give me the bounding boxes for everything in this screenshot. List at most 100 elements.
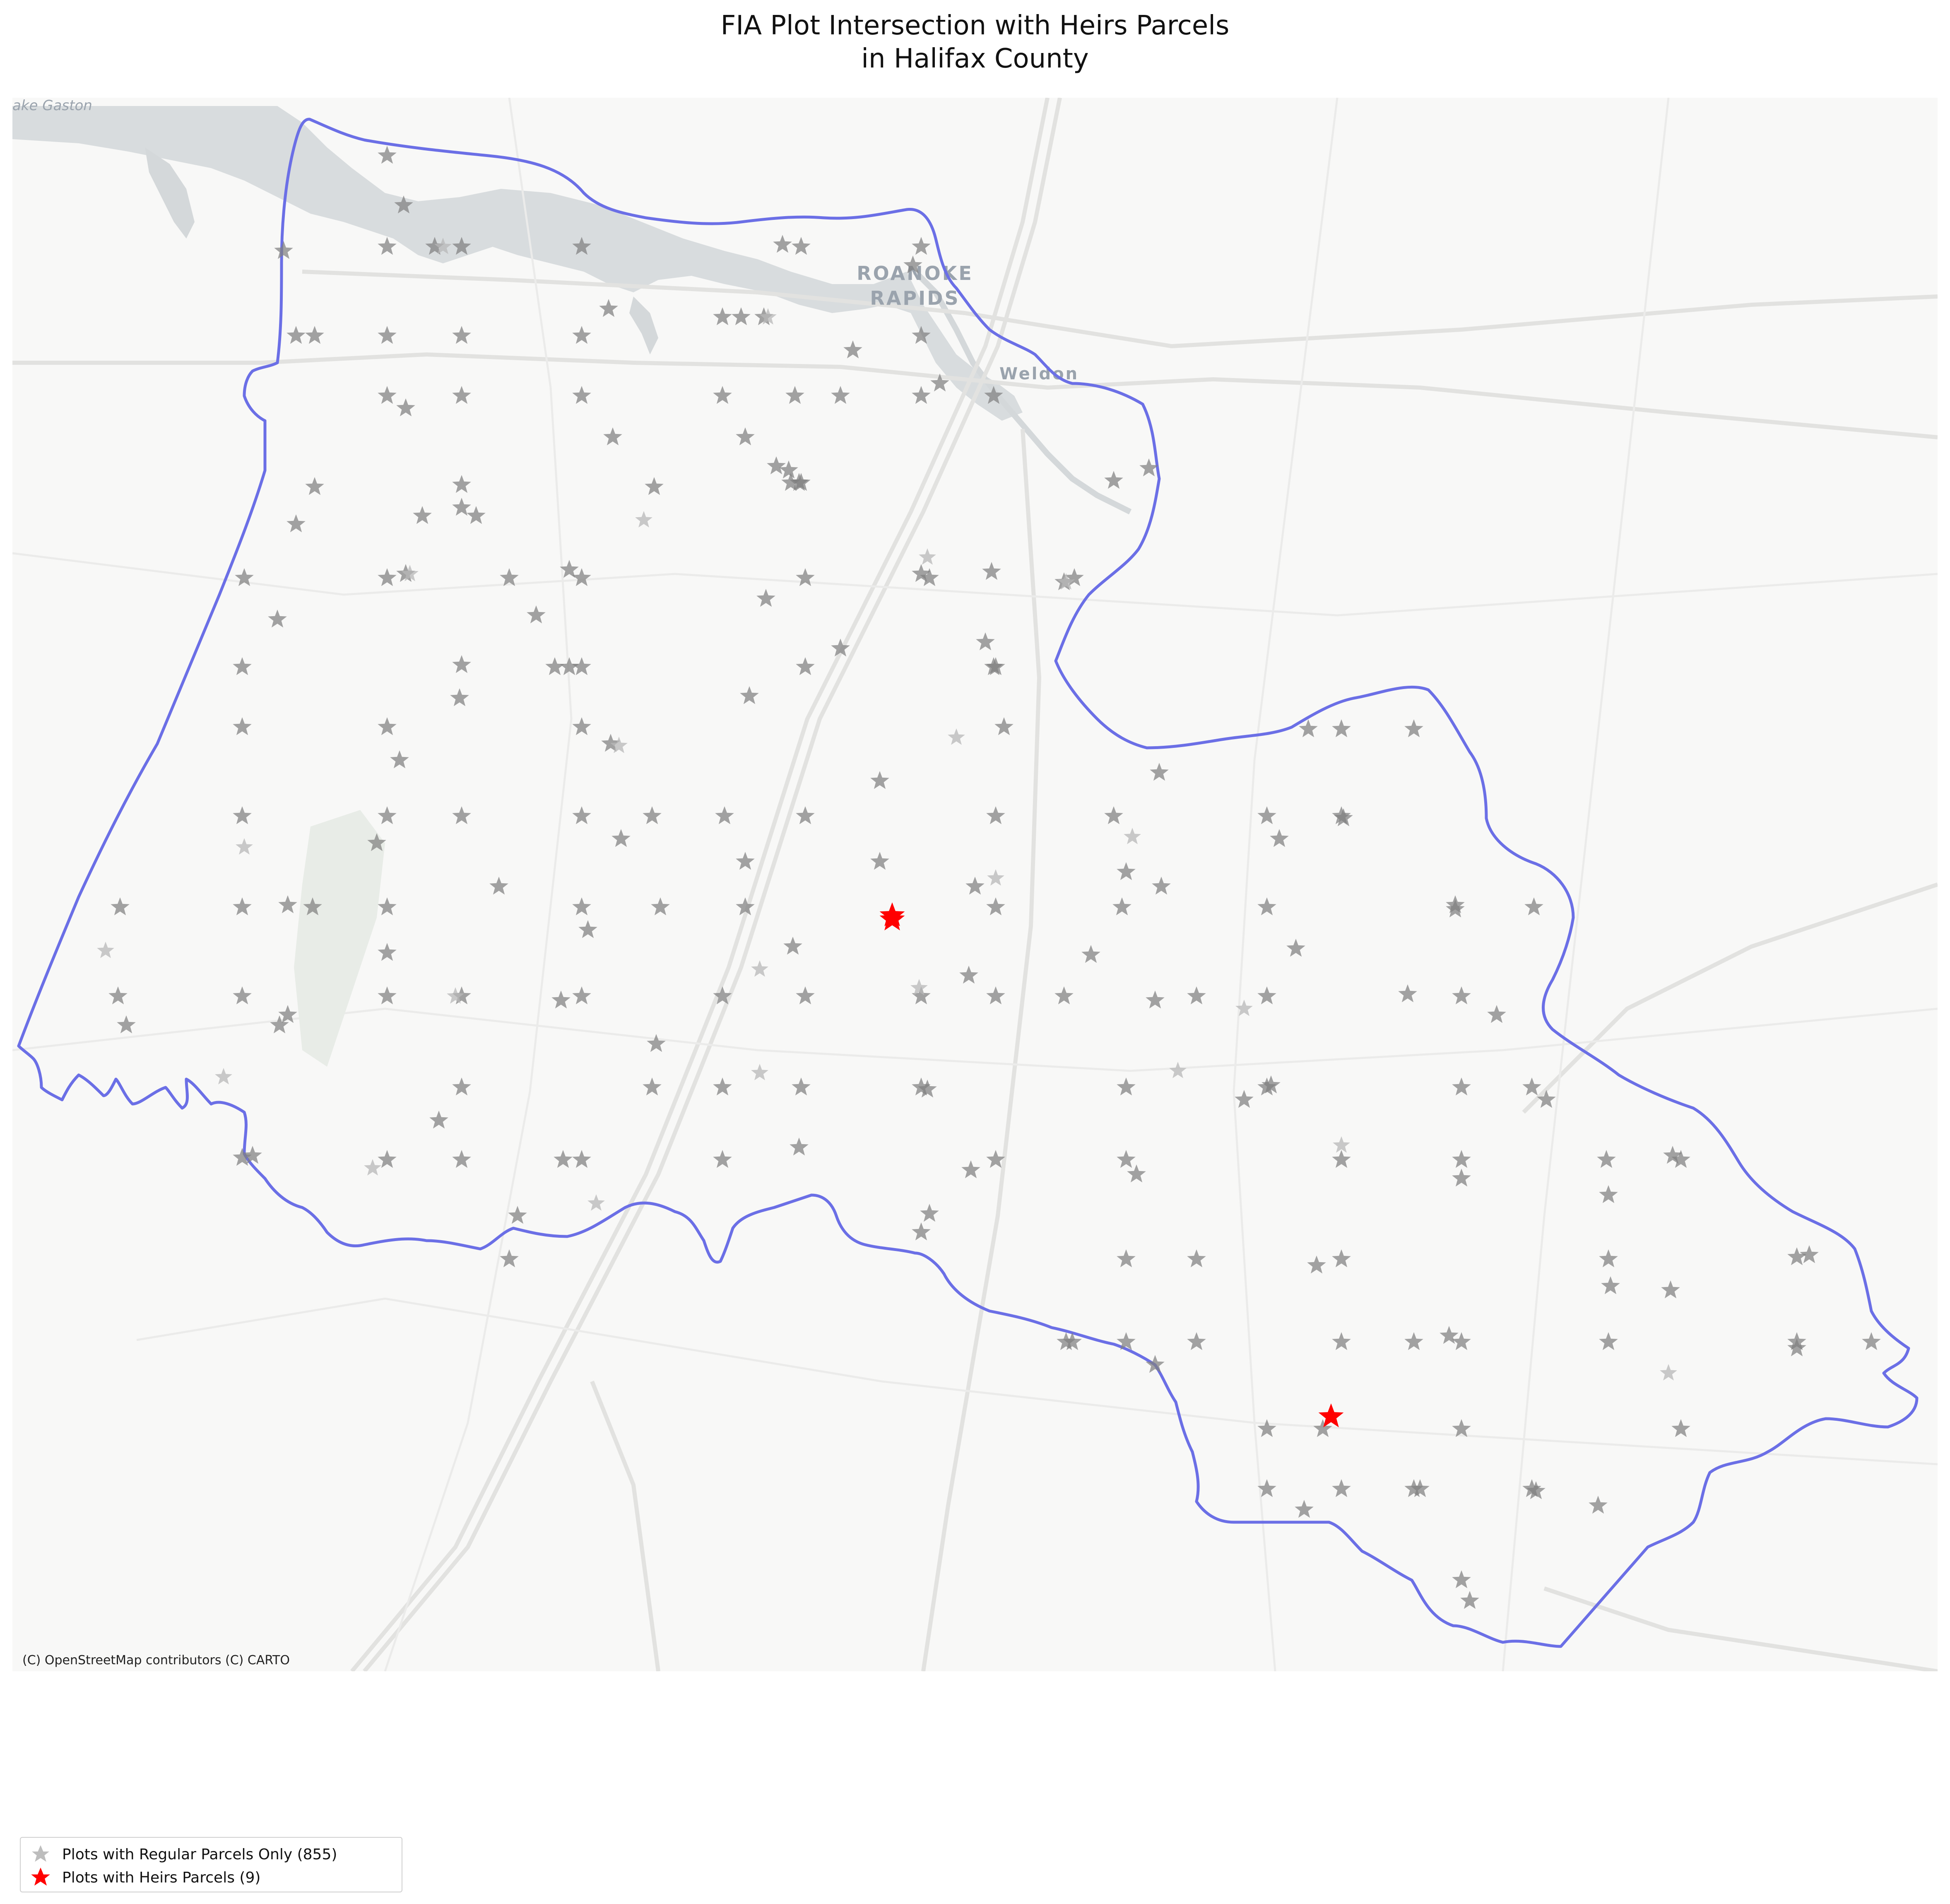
legend-label-regular: Plots with Regular Parcels Only (855)	[62, 1846, 337, 1863]
regular-plot-star-icon	[554, 1150, 573, 1168]
regular-plot-star-icon	[378, 326, 397, 344]
regular-plot-star-icon	[572, 237, 591, 255]
regular-plot-star-icon	[452, 806, 471, 824]
regular-plot-star-icon	[792, 237, 811, 255]
regular-plot-star-icon	[1235, 1000, 1253, 1016]
regular-plot-star-icon	[785, 386, 804, 404]
regular-plot-star-icon	[413, 506, 432, 524]
regular-plot-star-icon	[1124, 828, 1141, 844]
regular-plot-star-icon	[1169, 1062, 1187, 1078]
regular-plot-star-icon	[111, 897, 130, 916]
regular-plot-star-icon	[651, 897, 670, 916]
regular-plot-star-icon	[527, 605, 546, 624]
regular-plot-star-icon	[1257, 986, 1276, 1005]
regular-plot-star-icon	[452, 475, 471, 493]
regular-plot-star-icon	[736, 427, 755, 446]
regular-plot-star-icon	[796, 806, 815, 824]
regular-plot-star-icon	[1787, 1338, 1806, 1357]
regular-plot-star-icon	[948, 728, 965, 745]
regular-plot-star-icon	[1117, 1077, 1136, 1096]
regular-plot-star-icon	[551, 991, 571, 1009]
regular-plot-star-icon	[1671, 1150, 1690, 1168]
regular-plot-star-icon	[452, 655, 471, 673]
regular-plot-star-icon	[713, 986, 732, 1005]
regular-plot-star-icon	[572, 897, 591, 916]
regular-plot-star-icon	[378, 943, 397, 961]
regular-plot-star-icon	[572, 717, 591, 735]
regular-plot-star-icon	[1057, 573, 1075, 590]
regular-plot-star-icon	[1601, 1276, 1620, 1294]
regular-plot-star-icon	[452, 1150, 471, 1168]
regular-plot-star-icon	[831, 639, 850, 657]
regular-plot-star-icon	[1286, 939, 1305, 957]
regular-plot-star-icon	[1334, 808, 1353, 827]
regular-plot-star-icon	[1104, 471, 1123, 489]
map-attribution: (C) OpenStreetMap contributors (C) CARTO	[22, 1653, 290, 1668]
regular-plot-star-icon	[233, 897, 252, 916]
map-panel[interactable]: ake Gaston ROANOKE RAPIDS Weldon	[12, 98, 1938, 1671]
regular-plot-star-icon	[1452, 1332, 1471, 1350]
regular-plot-star-icon	[286, 326, 306, 344]
regular-plot-star-icon	[1487, 1005, 1506, 1023]
regular-plot-star-icon	[912, 386, 931, 404]
regular-plot-star-icon	[1452, 986, 1471, 1005]
regular-plot-star-icon	[603, 427, 622, 446]
regular-plot-star-icon	[961, 1160, 980, 1179]
regular-plot-star-icon	[508, 1206, 527, 1224]
regular-plot-star-icon	[572, 1150, 591, 1168]
regular-plot-star-icon	[1332, 1332, 1351, 1350]
regular-plot-star-icon	[367, 833, 386, 851]
regular-plot-star-icon	[912, 237, 931, 255]
regular-plot-star-icon	[305, 477, 324, 495]
road-network	[12, 98, 1938, 1671]
regular-plot-star-icon	[1295, 1500, 1314, 1518]
regular-plot-star-icon	[378, 386, 397, 404]
regular-plot-star-icon	[545, 657, 564, 675]
regular-plot-star-icon	[1235, 1090, 1254, 1108]
regular-plot-star-icon	[599, 299, 618, 317]
regular-plot-star-icon	[364, 1159, 381, 1176]
regular-plot-star-icon	[1257, 1419, 1276, 1437]
star-icon	[32, 1845, 49, 1862]
regular-plot-star-icon	[560, 560, 579, 578]
regular-plot-star-icon	[930, 374, 949, 392]
regular-plot-star-icon	[429, 1111, 448, 1129]
regular-plot-star-icon	[1660, 1364, 1677, 1381]
regular-plot-star-icon	[870, 771, 889, 789]
regular-plot-star-icon	[986, 986, 1005, 1005]
lake-label: ake Gaston	[12, 98, 92, 114]
regular-plot-star-icon	[243, 1146, 262, 1164]
regular-plot-star-icon	[1661, 1280, 1680, 1299]
regular-plot-star-icon	[278, 1005, 297, 1023]
regular-plot-star-icon	[378, 237, 397, 255]
heirs-plot-markers	[879, 902, 1344, 1427]
regular-plot-star-icon	[912, 564, 931, 582]
regular-plot-star-icon	[572, 386, 591, 404]
regular-plot-star-icon	[987, 869, 1004, 886]
map-canvas[interactable]: ake Gaston ROANOKE RAPIDS Weldon	[12, 98, 1938, 1671]
lake-arm-2	[629, 296, 658, 354]
regular-plot-star-icon	[959, 966, 978, 984]
regular-plot-star-icon	[1599, 1332, 1618, 1350]
regular-plot-star-icon	[1146, 991, 1165, 1009]
regular-plot-star-icon	[117, 1015, 136, 1034]
regular-plot-star-icon	[715, 806, 734, 824]
regular-plot-star-icon	[401, 565, 419, 581]
regular-plot-star-icon	[1411, 1479, 1430, 1497]
regular-plot-star-icon	[751, 960, 768, 977]
regular-plot-star-icon	[740, 686, 759, 704]
regular-plot-star-icon	[920, 568, 939, 586]
regular-plot-star-icon	[270, 1015, 289, 1034]
regular-plot-star-icon	[1589, 1496, 1608, 1514]
regular-plot-star-icon	[447, 987, 464, 1004]
regular-plot-star-icon	[233, 657, 252, 675]
regular-plot-star-icon	[1150, 763, 1169, 781]
regular-plot-star-icon	[1117, 1332, 1136, 1350]
regular-plot-star-icon	[986, 897, 1005, 916]
regular-plot-star-icon	[467, 506, 486, 524]
regular-plot-star-icon	[781, 473, 800, 491]
regular-plot-star-icon	[1452, 1419, 1471, 1437]
title-line-1: FIA Plot Intersection with Heirs Parcels	[720, 10, 1230, 41]
regular-plot-star-icon	[1117, 862, 1136, 880]
regular-plot-star-icon	[572, 986, 591, 1005]
